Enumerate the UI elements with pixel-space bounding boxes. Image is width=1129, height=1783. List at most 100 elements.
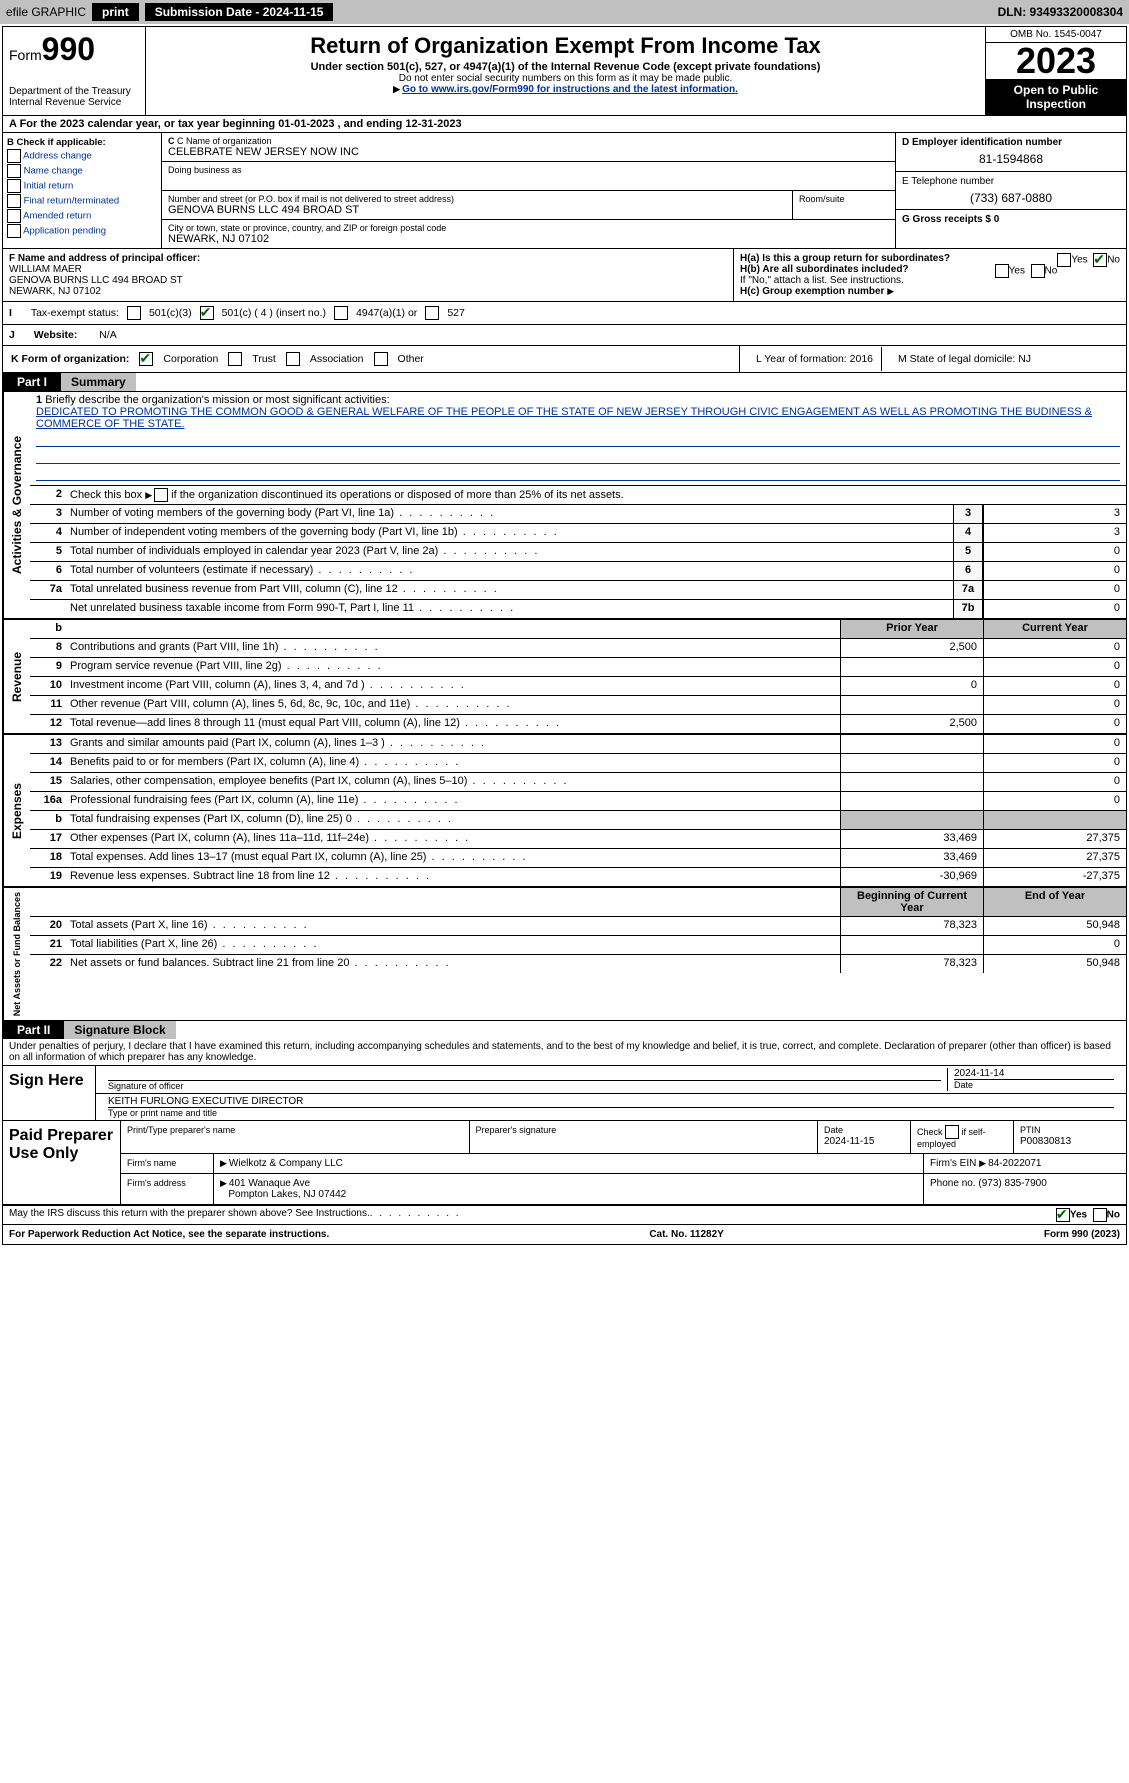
form-header: Form990 Department of the Treasury Inter… bbox=[3, 27, 1126, 116]
form-title: Return of Organization Exempt From Incom… bbox=[154, 33, 977, 59]
city-value: NEWARK, NJ 07102 bbox=[168, 233, 889, 245]
cb-other[interactable] bbox=[374, 352, 388, 366]
officer-addr2: NEWARK, NJ 07102 bbox=[9, 286, 101, 297]
ha-label: H(a) Is this a group return for subordin… bbox=[740, 253, 950, 264]
discuss-row: May the IRS discuss this return with the… bbox=[3, 1205, 1126, 1224]
sign-here-label: Sign Here bbox=[3, 1066, 96, 1120]
part2-title: Signature Block bbox=[64, 1021, 175, 1039]
cb-initial-return[interactable]: Initial return bbox=[7, 179, 157, 193]
vert-rev-label: Revenue bbox=[3, 620, 30, 733]
mission-block: 1 Briefly describe the organization's mi… bbox=[30, 392, 1126, 485]
room-label: Room/suite bbox=[799, 194, 889, 204]
vert-gov-label: Activities & Governance bbox=[3, 392, 30, 618]
irs-link[interactable]: Go to www.irs.gov/Form990 for instructio… bbox=[402, 84, 738, 95]
summary-line: 8Contributions and grants (Part VIII, li… bbox=[30, 639, 1126, 658]
top-toolbar: efile GRAPHIC print Submission Date - 20… bbox=[0, 0, 1129, 24]
summary-line: 15Salaries, other compensation, employee… bbox=[30, 773, 1126, 792]
phone-value: (733) 687-0880 bbox=[902, 191, 1120, 205]
part2-label: Part II bbox=[3, 1021, 64, 1039]
cat-no: Cat. No. 11282Y bbox=[649, 1229, 723, 1240]
sign-here-row: Sign Here Signature of officer 2024-11-1… bbox=[3, 1066, 1126, 1121]
prior-year-header: Prior Year bbox=[840, 620, 983, 638]
firm-ein: 84-2022071 bbox=[988, 1158, 1041, 1169]
ha-no-checked-icon bbox=[1093, 253, 1107, 267]
summary-line: 12Total revenue—add lines 8 through 11 (… bbox=[30, 715, 1126, 733]
cb-name-change[interactable]: Name change bbox=[7, 164, 157, 178]
cb-4947[interactable] bbox=[334, 306, 348, 320]
paid-preparer-label: Paid Preparer Use Only bbox=[3, 1121, 121, 1204]
header-left: Form990 Department of the Treasury Inter… bbox=[3, 27, 146, 115]
submission-date-button[interactable]: Submission Date - 2024-11-15 bbox=[145, 3, 334, 21]
paid-preparer-section: Paid Preparer Use Only Print/Type prepar… bbox=[3, 1121, 1126, 1205]
footer: For Paperwork Reduction Act Notice, see … bbox=[3, 1224, 1126, 1244]
firm-phone: (973) 835-7900 bbox=[978, 1178, 1046, 1189]
summary-line: 17Other expenses (Part IX, column (A), l… bbox=[30, 830, 1126, 849]
box-h-group: H(a) Is this a group return for subordin… bbox=[734, 249, 1126, 301]
open-to-public: Open to Public Inspection bbox=[986, 79, 1126, 115]
summary-line: 19Revenue less expenses. Subtract line 1… bbox=[30, 868, 1126, 886]
expenses-section: Expenses 13Grants and similar amounts pa… bbox=[3, 733, 1126, 886]
ptin-value: P00830813 bbox=[1020, 1136, 1071, 1147]
part1-label: Part I bbox=[3, 373, 61, 391]
vert-exp-label: Expenses bbox=[3, 735, 30, 886]
cb-self-employed[interactable] bbox=[945, 1125, 959, 1139]
box-b-checkboxes: B Check if applicable: Address change Na… bbox=[3, 133, 162, 248]
cb-assoc[interactable] bbox=[286, 352, 300, 366]
officer-addr1: GENOVA BURNS LLC 494 BROAD ST bbox=[9, 275, 183, 286]
summary-line: 22Net assets or fund balances. Subtract … bbox=[30, 955, 1126, 973]
header-center: Return of Organization Exempt From Incom… bbox=[146, 27, 985, 115]
summary-line: 3Number of voting members of the governi… bbox=[30, 505, 1126, 524]
prep-date: 2024-11-15 bbox=[824, 1136, 874, 1147]
cb-501c3[interactable] bbox=[127, 306, 141, 320]
cb-527[interactable] bbox=[425, 306, 439, 320]
tax-year: 2023 bbox=[986, 43, 1126, 79]
print-button[interactable]: print bbox=[92, 3, 139, 21]
ein-value: 81-1594868 bbox=[902, 152, 1120, 166]
city-label: City or town, state or province, country… bbox=[168, 223, 889, 233]
summary-line: 20Total assets (Part X, line 16)78,32350… bbox=[30, 917, 1126, 936]
summary-line: 9Program service revenue (Part VIII, lin… bbox=[30, 658, 1126, 677]
summary-line: 7aTotal unrelated business revenue from … bbox=[30, 581, 1126, 600]
phone-label: E Telephone number bbox=[902, 176, 994, 187]
org-name-value: CELEBRATE NEW JERSEY NOW INC bbox=[168, 146, 889, 158]
cb-trust[interactable] bbox=[228, 352, 242, 366]
summary-line: 6Total number of volunteers (estimate if… bbox=[30, 562, 1126, 581]
row-j-website: J Website: N/A bbox=[3, 325, 1126, 346]
summary-line: 18Total expenses. Add lines 13–17 (must … bbox=[30, 849, 1126, 868]
efile-label: efile GRAPHIC bbox=[6, 5, 86, 19]
box-f-officer: F Name and address of principal officer:… bbox=[3, 249, 734, 301]
summary-line: 4Number of independent voting members of… bbox=[30, 524, 1126, 543]
end-year-header: End of Year bbox=[983, 888, 1126, 916]
cb-amended-return[interactable]: Amended return bbox=[7, 209, 157, 223]
row-a-tax-year: A For the 2023 calendar year, or tax yea… bbox=[3, 116, 1126, 133]
summary-line: 13Grants and similar amounts paid (Part … bbox=[30, 735, 1126, 754]
summary-line: 11Other revenue (Part VIII, column (A), … bbox=[30, 696, 1126, 715]
org-name-label: C Name of organization bbox=[177, 136, 272, 146]
summary-line: 16aProfessional fundraising fees (Part I… bbox=[30, 792, 1126, 811]
form-subtitle: Under section 501(c), 527, or 4947(a)(1)… bbox=[154, 61, 977, 73]
summary-line: Net unrelated business taxable income fr… bbox=[30, 600, 1126, 618]
part-1-header: Part I Summary bbox=[3, 373, 1126, 391]
cb-application-pending[interactable]: Application pending bbox=[7, 224, 157, 238]
summary-line: 21Total liabilities (Part X, line 26)0 bbox=[30, 936, 1126, 955]
firm-name: Wielkotz & Company LLC bbox=[229, 1158, 343, 1169]
cb-corp-checked-icon bbox=[139, 352, 153, 366]
hb-note: If "No," attach a list. See instructions… bbox=[740, 275, 1120, 286]
cb-discuss-no[interactable] bbox=[1093, 1208, 1107, 1222]
dba-label: Doing business as bbox=[168, 165, 889, 175]
box-c-name-address: C C Name of organization CELEBRATE NEW J… bbox=[162, 133, 895, 248]
ein-label: D Employer identification number bbox=[902, 137, 1062, 148]
cb-501c-checked-icon bbox=[200, 306, 214, 320]
state-domicile: M State of legal domicile: NJ bbox=[890, 347, 1126, 371]
dept-irs: Internal Revenue Service bbox=[9, 97, 139, 108]
box-b-title: B Check if applicable: bbox=[7, 137, 106, 148]
header-right: OMB No. 1545-0047 2023 Open to Public In… bbox=[985, 27, 1126, 115]
row-i-tax-status: I Tax-exempt status: 501(c)(3) 501(c) ( … bbox=[3, 302, 1126, 325]
cb-address-change[interactable]: Address change bbox=[7, 149, 157, 163]
cb-discontinued[interactable] bbox=[154, 488, 168, 502]
firm-addr: 401 Wanaque Ave bbox=[229, 1178, 310, 1189]
summary-line: 10Investment income (Part VIII, column (… bbox=[30, 677, 1126, 696]
part-2-header: Part II Signature Block bbox=[3, 1020, 1126, 1039]
line2-text: Check this box if the organization disco… bbox=[66, 486, 1126, 504]
cb-final-return[interactable]: Final return/terminated bbox=[7, 194, 157, 208]
